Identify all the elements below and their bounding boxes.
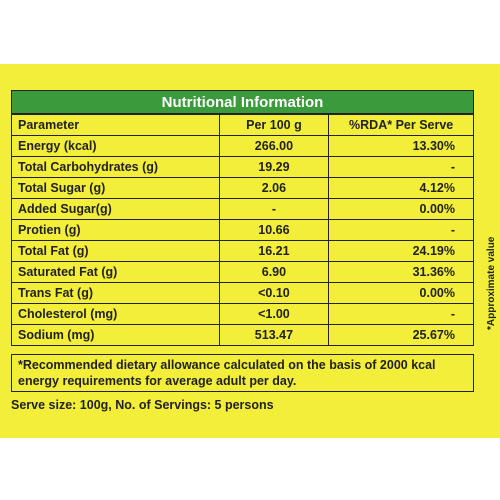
table-row: Trans Fat (g) <0.10 0.00% xyxy=(11,282,474,304)
nutrition-table: Parameter Per 100 g %RDA* Per Serve Ener… xyxy=(11,114,474,346)
row-per-100g: 2.06 xyxy=(218,177,330,199)
header-parameter: Parameter xyxy=(11,114,220,136)
table-row: Total Sugar (g) 2.06 4.12% xyxy=(11,177,474,199)
row-rda: 13.30% xyxy=(328,135,474,157)
table-row: Energy (kcal) 266.00 13.30% xyxy=(11,135,474,157)
table-row: Total Carbohydrates (g) 19.29- xyxy=(11,156,474,178)
row-per-100g: 513.47 xyxy=(218,324,330,346)
table-row: Cholesterol (mg) <1.00- xyxy=(11,303,474,325)
row-rda: - xyxy=(328,219,474,241)
approximate-value-note: *Approximate value xyxy=(486,236,497,330)
row-rda: 0.00% xyxy=(328,282,474,304)
row-parameter: Saturated Fat (g) xyxy=(11,261,220,283)
header-rda: %RDA* Per Serve xyxy=(328,114,474,136)
row-parameter: Total Carbohydrates (g) xyxy=(11,156,220,178)
table-row: Protien (g) 10.66- xyxy=(11,219,474,241)
row-parameter: Energy (kcal) xyxy=(11,135,220,157)
row-parameter: Total Fat (g) xyxy=(11,240,220,262)
row-per-100g: <0.10 xyxy=(218,282,330,304)
table-row: Saturated Fat (g) 6.90 31.36% xyxy=(11,261,474,283)
footnote: *Recommended dietary allowance calculate… xyxy=(11,354,474,392)
row-per-100g: 16.21 xyxy=(218,240,330,262)
row-parameter: Cholesterol (mg) xyxy=(11,303,220,325)
row-rda: 25.67% xyxy=(328,324,474,346)
row-rda: 24.19% xyxy=(328,240,474,262)
table-title: Nutritional Information xyxy=(11,90,474,114)
header-per-100g: Per 100 g xyxy=(218,114,330,136)
row-parameter: Total Sugar (g) xyxy=(11,177,220,199)
row-parameter: Protien (g) xyxy=(11,219,220,241)
row-per-100g: 19.29 xyxy=(218,156,330,178)
row-parameter: Added Sugar(g) xyxy=(11,198,220,220)
row-rda: - xyxy=(328,156,474,178)
row-per-100g: - xyxy=(218,198,330,220)
table-row: Sodium (mg) 513.47 25.67% xyxy=(11,324,474,346)
row-per-100g: 266.00 xyxy=(218,135,330,157)
row-rda: 31.36% xyxy=(328,261,474,283)
table-header-row: Parameter Per 100 g %RDA* Per Serve xyxy=(11,114,474,136)
row-parameter: Sodium (mg) xyxy=(11,324,220,346)
serve-size: Serve size: 100g, No. of Servings: 5 per… xyxy=(11,398,274,412)
table-row: Total Fat (g) 16.21 24.19% xyxy=(11,240,474,262)
row-rda: - xyxy=(328,303,474,325)
row-per-100g: 10.66 xyxy=(218,219,330,241)
row-per-100g: <1.00 xyxy=(218,303,330,325)
table-row: Added Sugar(g) -0.00% xyxy=(11,198,474,220)
row-per-100g: 6.90 xyxy=(218,261,330,283)
row-rda: 4.12% xyxy=(328,177,474,199)
row-rda: 0.00% xyxy=(328,198,474,220)
row-parameter: Trans Fat (g) xyxy=(11,282,220,304)
